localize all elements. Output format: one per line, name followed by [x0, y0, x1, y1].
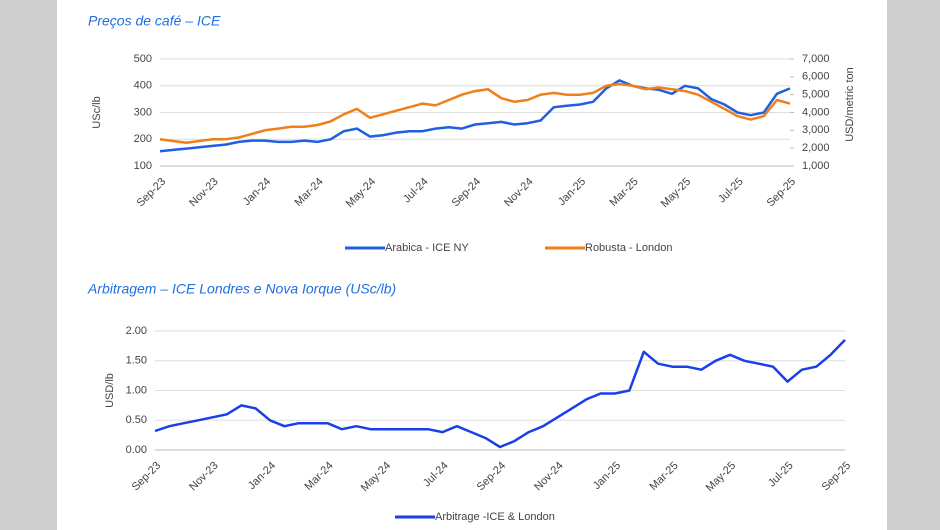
- y-tick-label: 100: [134, 160, 152, 172]
- y2-tick-label: 4,000: [802, 106, 830, 118]
- y2-tick-label: 3,000: [802, 124, 830, 136]
- y-tick-label: 200: [134, 133, 152, 145]
- legend-label: Arabica - ICE NY: [385, 242, 469, 254]
- y-tick-label: 1.00: [126, 384, 147, 396]
- y2-tick-label: 7,000: [802, 53, 830, 65]
- y-axis-title: USc/lb: [91, 96, 103, 128]
- y-tick-label: 500: [134, 53, 152, 65]
- y2-tick-label: 2,000: [802, 142, 830, 154]
- y-tick-label: 0.00: [126, 444, 147, 456]
- line-series: [159, 79, 791, 153]
- y2-axis-title: USD/metric ton: [844, 67, 856, 142]
- y2-tick-label: 1,000: [802, 160, 830, 172]
- line-series: [159, 82, 791, 145]
- chart-title: Preços de café – ICE: [88, 13, 221, 29]
- y2-tick-label: 6,000: [802, 71, 830, 83]
- chart-title: Arbitragem – ICE Londres e Nova Iorque (…: [87, 281, 396, 297]
- y-tick-label: 1.50: [126, 355, 147, 367]
- y-tick-label: 300: [134, 106, 152, 118]
- y-tick-label: 0.50: [126, 414, 147, 426]
- y-tick-label: 400: [134, 80, 152, 92]
- y-axis-title: USD/lb: [104, 373, 116, 408]
- y2-tick-label: 5,000: [802, 89, 830, 101]
- line-series: [154, 339, 846, 449]
- legend-label: Robusta - London: [585, 242, 672, 254]
- panel: [57, 0, 887, 530]
- y-tick-label: 2.00: [126, 325, 147, 337]
- legend-label: Arbitrage -ICE & London: [435, 511, 555, 523]
